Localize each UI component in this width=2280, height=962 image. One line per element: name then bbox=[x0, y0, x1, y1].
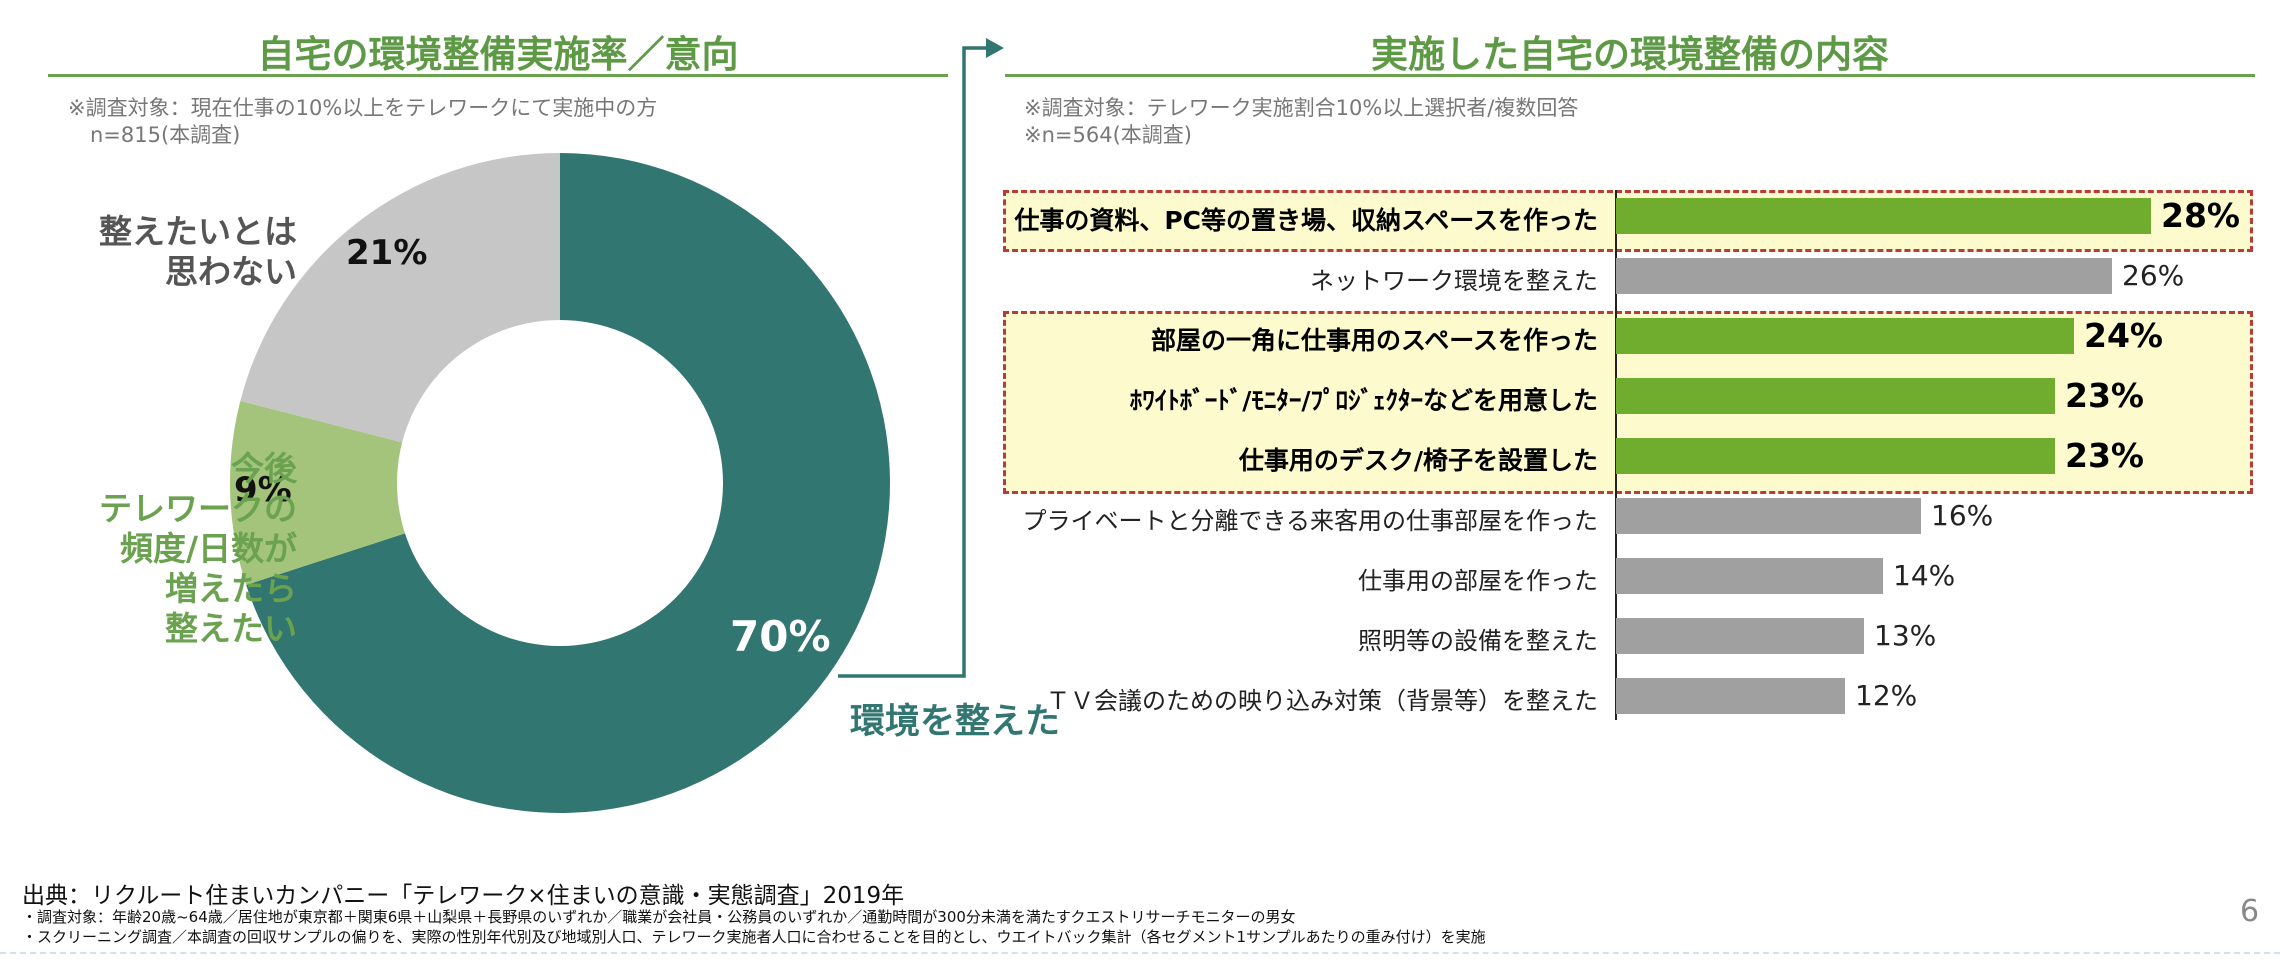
slice-pct-implemented: 70% bbox=[730, 612, 831, 661]
bar-category-label: 仕事用のデスク/椅子を設置した bbox=[1238, 446, 1598, 475]
donut-slice-future bbox=[230, 400, 561, 585]
right-note-line1: ※調査対象：テレワーク実施割合10%以上選択者/複数回答 bbox=[1024, 96, 1579, 120]
left-panel-title: 自宅の環境整備実施率／意向 bbox=[257, 33, 739, 76]
bar-category-label: プライベートと分離できる来客用の仕事部屋を作った bbox=[1022, 507, 1598, 535]
bar-category-label: ネットワーク環境を整えた bbox=[1310, 267, 1598, 295]
right-title-rule bbox=[1005, 74, 2255, 77]
connector-arrow bbox=[838, 38, 1004, 678]
bar bbox=[1616, 678, 1845, 714]
slice-pct-future: 9% bbox=[234, 470, 292, 510]
slice-label-future-line: テレワークの bbox=[99, 489, 297, 528]
bar-category-label: 部屋の一角に仕事用のスペースを作った bbox=[1150, 326, 1598, 355]
bar-value-label: 28% bbox=[2161, 196, 2240, 235]
page-number: 6 bbox=[2240, 894, 2260, 929]
slice-label-future-line: 頻度/日数が bbox=[119, 529, 297, 568]
connector-label: 環境を整えた bbox=[850, 702, 1061, 742]
bar-category-label: ＴＶ会議のための映り込み対策（背景等）を整えた bbox=[1046, 687, 1598, 715]
slice-label-not-wanted: 整えたいとは 思わない bbox=[99, 212, 297, 292]
right-panel-title: 実施した自宅の環境整備の内容 bbox=[1371, 33, 1889, 76]
bar bbox=[1616, 258, 2112, 294]
slice-label-future-line: 今後 bbox=[231, 449, 297, 488]
bar bbox=[1616, 498, 1921, 534]
left-note-line2: n=815(本調査) bbox=[90, 123, 241, 147]
bar-category-label: ﾎﾜｲﾄﾎﾞｰﾄﾞ/ﾓﾆﾀｰ/ﾌﾟﾛｼﾞｪｸﾀｰなどを用意した bbox=[1129, 386, 1598, 415]
left-note-line1: ※調査対象：現在仕事の10%以上をテレワークにて実施中の方 bbox=[68, 96, 658, 120]
footer-note-1: ・調査対象：年齢20歳~64歳／居住地が東京都＋関東6県＋山梨県＋長野県のいずれ… bbox=[22, 908, 1296, 926]
bar-value-label: 13% bbox=[1874, 619, 1937, 652]
slice-pct-not-wanted: 21% bbox=[346, 233, 428, 273]
footer-note-2: ・スクリーニング調査／本調査の回収サンプルの偏りを、実際の性別年代別及び地域別人… bbox=[22, 928, 1486, 946]
left-survey-note: ※調査対象：現在仕事の10%以上をテレワークにて実施中の方 n=815(本調査) bbox=[68, 95, 657, 149]
bar bbox=[1616, 438, 2055, 474]
bar-value-label: 24% bbox=[2084, 316, 2163, 355]
right-survey-note: ※調査対象：テレワーク実施割合10%以上選択者/複数回答 ※n=564(本調査) bbox=[1024, 95, 1578, 149]
slice-label-not-wanted-line: 思わない bbox=[165, 252, 297, 291]
slice-label-future: 今後 テレワークの 頻度/日数が 増えたら 整えたい bbox=[99, 449, 297, 649]
bar-value-label: 14% bbox=[1893, 559, 1956, 592]
bar-category-label: 仕事用の部屋を作った bbox=[1358, 567, 1598, 595]
arrow-head-icon bbox=[986, 38, 1004, 58]
right-note-line2: ※n=564(本調査) bbox=[1024, 123, 1192, 147]
left-title-rule bbox=[48, 74, 948, 77]
bar-value-label: 12% bbox=[1855, 679, 1918, 712]
donut-chart bbox=[230, 153, 890, 813]
bar-category-label: 照明等の設備を整えた bbox=[1358, 627, 1598, 655]
bar bbox=[1616, 558, 1883, 594]
slice-label-future-line: 増えたら bbox=[165, 569, 297, 608]
bar-value-label: 26% bbox=[2122, 259, 2185, 292]
slice-label-future-line: 整えたい bbox=[165, 609, 297, 648]
bar-value-label: 16% bbox=[1931, 499, 1994, 532]
footer-source: 出典：リクルート住まいカンパニー「テレワーク×住まいの意識・実態調査」2019年 bbox=[22, 883, 905, 909]
bar-chart: 仕事の資料、PC等の置き場、収納スペースを作った 28% ネットワーク環境を整えた 2… bbox=[1003, 190, 2253, 720]
bar bbox=[1616, 378, 2055, 414]
bar-value-label: 23% bbox=[2065, 436, 2144, 475]
bar-value-label: 23% bbox=[2065, 376, 2144, 415]
bar bbox=[1616, 198, 2151, 234]
bar bbox=[1616, 618, 1864, 654]
donut-hole bbox=[397, 320, 723, 646]
slice-label-not-wanted-line: 整えたいとは bbox=[99, 212, 297, 251]
bar-category-label: 仕事の資料、PC等の置き場、収納スペースを作った bbox=[1014, 206, 1598, 235]
bottom-divider bbox=[0, 952, 2280, 954]
bar bbox=[1616, 318, 2074, 354]
